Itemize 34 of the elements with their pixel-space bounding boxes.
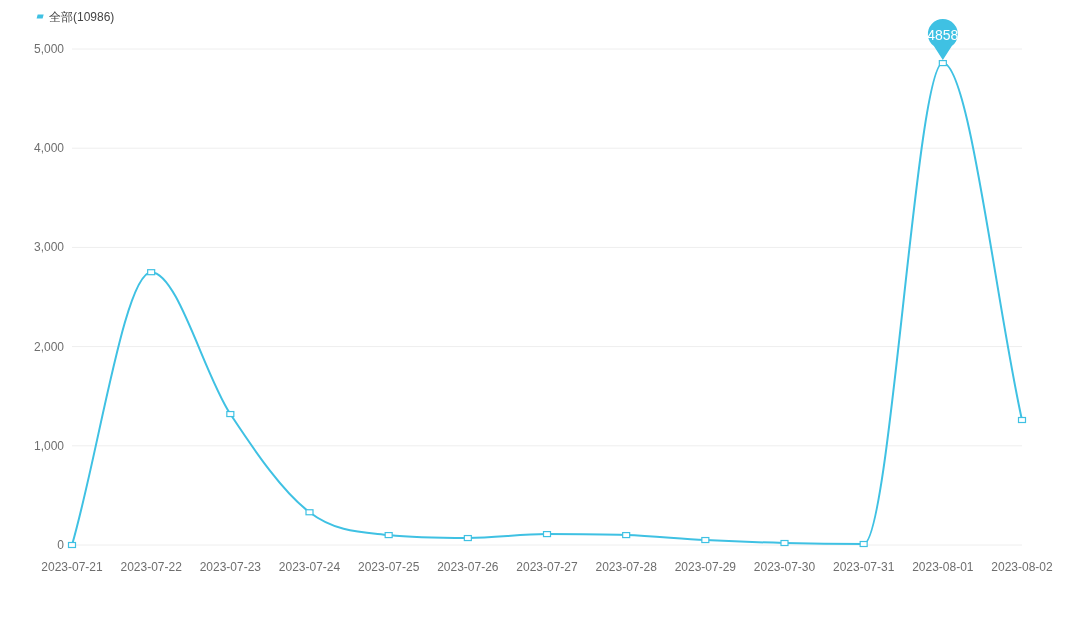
x-tick-label: 2023-07-31 xyxy=(832,560,895,574)
point xyxy=(384,531,393,539)
x-tick-label: 2023-08-01 xyxy=(912,560,974,574)
point xyxy=(226,410,235,418)
x-tick-label: 2023-07-24 xyxy=(278,560,341,574)
annotation: 4858 xyxy=(927,27,959,44)
legend-label: 全部(10986) xyxy=(49,10,115,24)
x-tick-label: 2023-07-21 xyxy=(41,560,104,574)
point xyxy=(147,269,156,276)
x-tick-label: 2023-07-22 xyxy=(120,560,183,574)
y-tick-label: 3,000 xyxy=(33,240,65,255)
y-tick-label: 1,000 xyxy=(33,438,65,453)
point xyxy=(67,541,77,549)
y-tick-label: 2,000 xyxy=(33,339,65,354)
x-tick-label: 2023-07-23 xyxy=(199,560,262,574)
y-tick-label: 4,000 xyxy=(33,141,65,156)
point xyxy=(622,531,631,539)
point xyxy=(701,536,710,544)
point xyxy=(305,509,314,516)
y-tick-label: 5,000 xyxy=(33,42,65,56)
x-tick-label: 2023-07-25 xyxy=(357,560,420,574)
y-tick-label: 0 xyxy=(57,538,65,552)
point xyxy=(938,59,947,67)
point xyxy=(780,539,789,547)
x-tick-label: 2023-07-27 xyxy=(516,560,579,574)
x-tick-label: 2023-08-02 xyxy=(991,560,1054,574)
x-tick-label: 2023-07-28 xyxy=(595,560,658,574)
point xyxy=(463,534,472,542)
point xyxy=(1017,416,1027,424)
x-tick-label: 2023-07-26 xyxy=(437,560,499,574)
point xyxy=(542,530,552,538)
x-tick-label: 2023-07-29 xyxy=(674,560,737,574)
x-tick-label: 2023-07-30 xyxy=(753,560,816,574)
point xyxy=(859,540,868,548)
